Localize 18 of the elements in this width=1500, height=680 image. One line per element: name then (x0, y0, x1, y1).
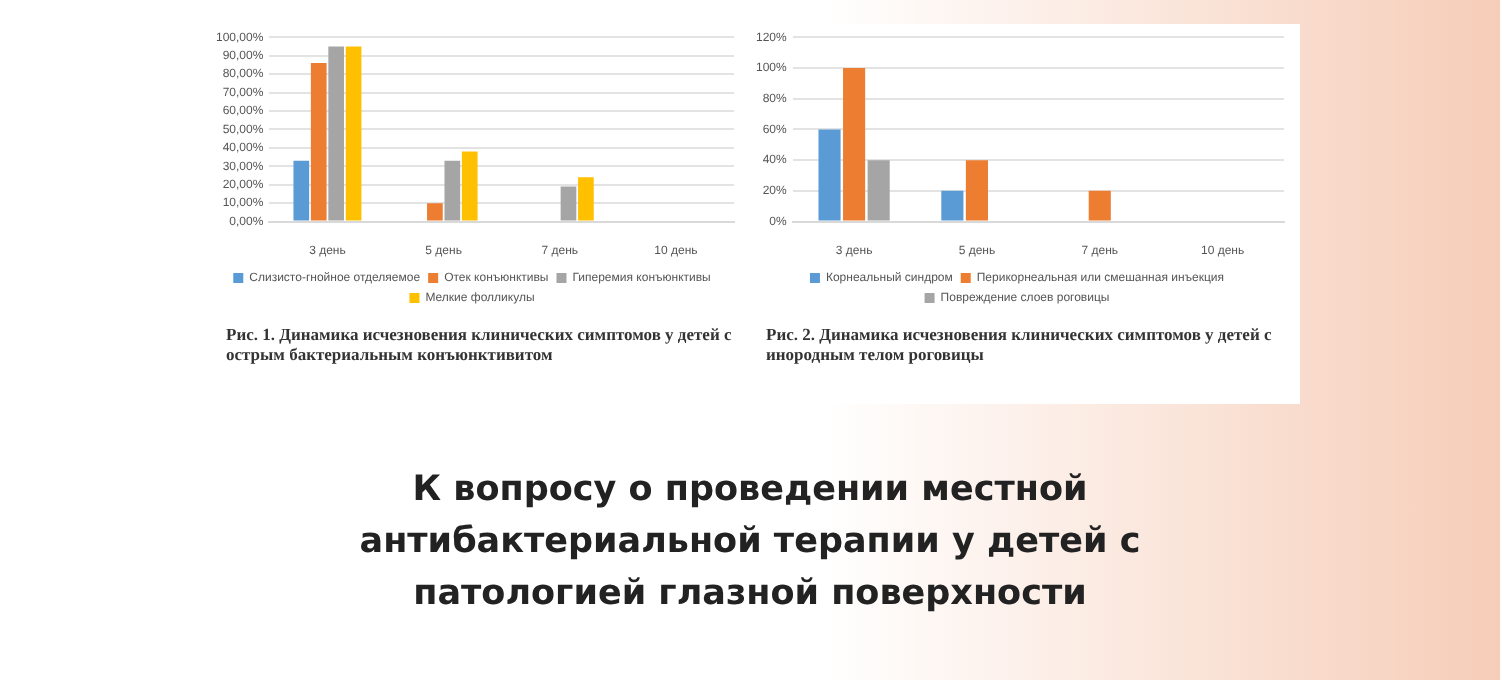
bar (461, 151, 478, 221)
bar (293, 160, 310, 221)
bar (965, 160, 988, 221)
bar (867, 160, 890, 221)
bar (1088, 190, 1111, 221)
bar (310, 63, 327, 221)
text: К вопросу о проведении местной антибактериальной терапии у детей с патологией глазной поверхности (357, 468, 1143, 618)
bar (843, 67, 866, 221)
bar (427, 203, 443, 221)
text: Рис. 1. Динамика исчезновения клинических симптомов у детей с острым бактериальным конъюнктивитом (224, 324, 734, 364)
bar (345, 46, 362, 221)
bar (444, 160, 461, 221)
text: Рис. 2. Динамика исчезновения клинических симптомов у детей с инородным телом роговицы (764, 324, 1274, 364)
bar (578, 177, 594, 221)
bar (941, 190, 964, 221)
bar (818, 129, 841, 221)
bar (560, 186, 577, 221)
bar (328, 46, 344, 221)
